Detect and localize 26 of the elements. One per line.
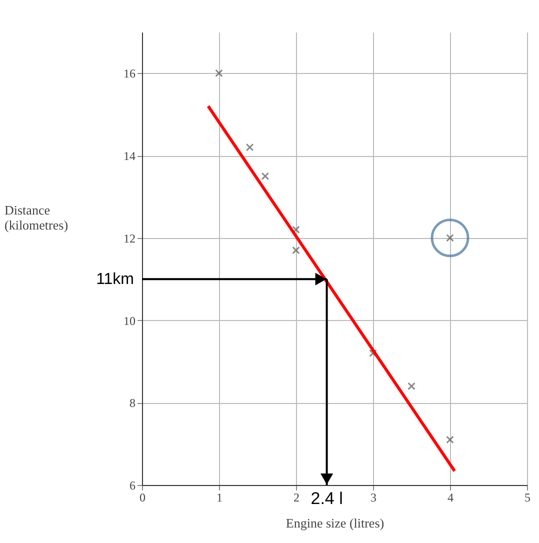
point — [292, 226, 300, 234]
x-tick-label: 2 — [294, 490, 300, 504]
x-tick-label: 4 — [448, 490, 454, 504]
point — [430, 218, 470, 258]
annotation: 2.4 l — [310, 489, 343, 508]
x-tick-label: 5 — [524, 490, 530, 504]
point — [261, 172, 270, 180]
y-tick-label: 10 — [124, 314, 136, 328]
point — [446, 234, 454, 242]
x-tick-label: 1 — [216, 490, 222, 504]
y-tick-label: 14 — [124, 149, 136, 164]
point — [369, 349, 377, 358]
y-tick-label: 12 — [124, 231, 136, 246]
point — [446, 436, 454, 444]
point — [215, 69, 223, 78]
x-tick-label: 3 — [370, 490, 376, 504]
x-tick-label: 0 — [140, 490, 146, 504]
annotation: 11km — [96, 271, 134, 288]
point — [408, 382, 416, 390]
x-axis-title: Engine size (litres) — [286, 516, 384, 530]
point — [246, 143, 254, 152]
y-axis-title: Distance (kilometres) — [4, 202, 68, 232]
y-tick-label: 8 — [130, 396, 136, 410]
y-tick-label: 16 — [124, 66, 136, 81]
point — [292, 246, 300, 254]
y-tick-label: 6 — [130, 478, 136, 492]
